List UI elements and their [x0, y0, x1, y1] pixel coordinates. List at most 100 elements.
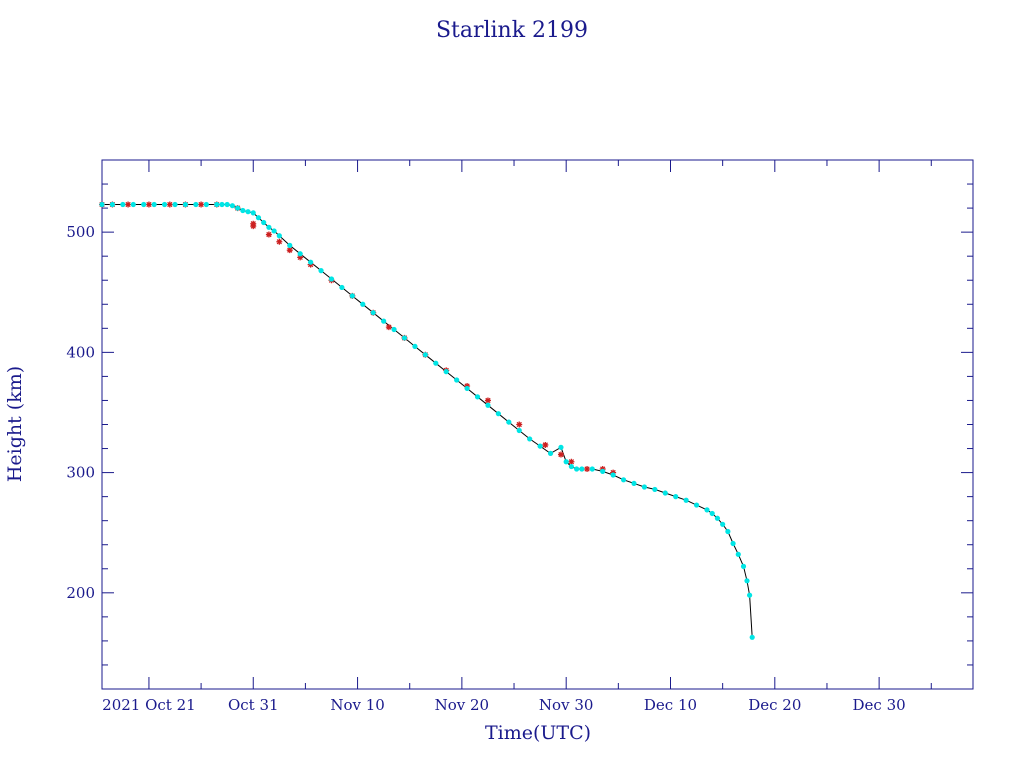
cyan-point	[589, 466, 595, 472]
cyan-point	[318, 268, 324, 274]
cyan-point	[579, 466, 585, 472]
cyan-point	[683, 497, 689, 503]
red-point	[198, 201, 205, 208]
cyan-point	[266, 224, 272, 230]
cyan-point	[120, 201, 126, 208]
cyan-point	[537, 443, 543, 449]
x-tick-label: Nov 30	[539, 696, 594, 714]
red-point	[584, 465, 591, 472]
cyan-point	[261, 219, 267, 226]
cyan-point	[235, 205, 241, 211]
cyan-point	[349, 293, 355, 299]
cyan-point	[297, 251, 303, 257]
cyan-point	[443, 369, 449, 375]
cyan-point	[547, 450, 554, 456]
cyan-point	[182, 201, 189, 208]
cyan-point	[161, 201, 168, 208]
cyan-point	[412, 343, 418, 349]
cyan-point	[381, 318, 387, 324]
plot-axes: 2021 Oct 21 Oct 31 Nov 10 Nov 20 Nov 30 Dec 1…	[66, 159, 974, 714]
cyan-point	[673, 494, 679, 500]
cyan-point	[527, 436, 533, 442]
cyan-point	[600, 468, 606, 474]
cyan-point	[391, 326, 397, 333]
cyan-point	[474, 394, 481, 400]
red-point	[276, 238, 283, 245]
x-tick-label: Dec 20	[748, 696, 801, 714]
cyan-point	[464, 385, 470, 392]
cyan-point	[516, 427, 522, 434]
cyan-point	[276, 233, 282, 239]
red-point	[250, 223, 257, 230]
cyan-point	[662, 490, 668, 496]
x-tick-label: Nov 10	[330, 696, 385, 714]
cyan-point	[308, 259, 314, 265]
cyan-point	[130, 201, 136, 208]
cyan-point	[714, 515, 721, 521]
cyan-point	[151, 201, 157, 208]
cyan-point	[568, 463, 575, 470]
red-point	[484, 397, 491, 404]
cyan-point	[631, 480, 637, 487]
cyan-point	[730, 540, 736, 547]
red-point	[385, 324, 392, 331]
cyan-point	[704, 507, 710, 513]
red-point	[145, 201, 152, 208]
y-tick-label: 500	[66, 223, 95, 241]
y-tick-label: 300	[66, 464, 95, 482]
red-point	[125, 201, 132, 208]
cyan-point	[495, 411, 501, 417]
cyan-point	[255, 215, 262, 221]
cyan-point	[735, 551, 741, 557]
cyan-point	[141, 201, 147, 208]
cyan-point	[172, 201, 178, 208]
cyan-point	[99, 201, 105, 208]
cyan-point	[709, 510, 715, 517]
cyan-point	[229, 203, 235, 209]
cyan-point	[740, 563, 747, 569]
x-axis-label: Time(UTC)	[485, 722, 591, 744]
cyan-point	[245, 209, 251, 215]
cyan-point	[610, 472, 616, 478]
cyan-point	[746, 592, 753, 598]
x-tick-label: 2021 Oct 21	[102, 696, 196, 714]
cyan-point	[744, 578, 750, 584]
cyan-point	[401, 335, 408, 341]
red-point	[542, 441, 549, 448]
cyan-point	[641, 484, 648, 490]
cyan-point	[224, 201, 230, 208]
chart-title: Starlink 2199	[436, 18, 588, 43]
x-tick-label: Nov 20	[435, 696, 490, 714]
cyan-point	[370, 310, 376, 316]
cyan-point	[652, 486, 658, 493]
red-point	[265, 231, 272, 238]
cyan-point	[250, 210, 256, 216]
cyan-point	[240, 207, 246, 214]
cyan-point	[563, 459, 569, 465]
red-point	[297, 254, 304, 261]
plot-data	[99, 201, 755, 640]
cyan-point	[193, 201, 199, 208]
cyan-point	[725, 528, 731, 535]
y-axis-label: Height (km)	[4, 366, 26, 482]
cyan-point	[214, 201, 220, 208]
cyan-point	[693, 502, 700, 508]
cyan-point	[339, 284, 345, 291]
plot-frame	[101, 159, 974, 690]
red-point	[557, 451, 564, 458]
red-point	[166, 201, 173, 208]
cyan-point	[219, 201, 225, 208]
red-point	[568, 458, 575, 465]
cyan-point	[454, 377, 460, 383]
cyan-point	[749, 634, 755, 640]
cyan-point	[574, 466, 580, 472]
y-tick-label: 400	[66, 343, 95, 361]
red-point	[516, 421, 523, 428]
cyan-point	[422, 352, 428, 358]
cyan-point	[720, 521, 726, 527]
cyan-point	[271, 228, 277, 234]
cyan-point	[506, 419, 512, 425]
cyan-point	[433, 360, 439, 366]
cyan-point	[620, 477, 627, 483]
